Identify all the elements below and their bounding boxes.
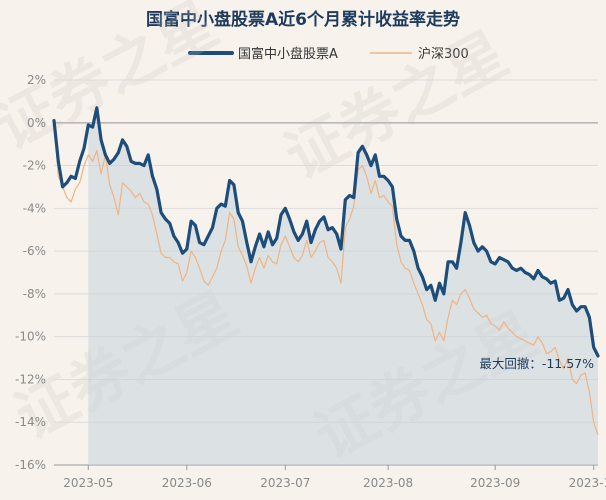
y-tick-label: -2% [23, 159, 46, 173]
series-line-fund [52, 106, 600, 358]
y-tick-label: -8% [23, 287, 46, 301]
x-tick-label: 2023-06 [162, 476, 212, 490]
legend: 国富中小盘股票A 沪深300 [188, 46, 469, 62]
x-tick-label: 2023-09 [470, 476, 520, 490]
x-tick-label: 2023-07 [260, 476, 310, 490]
x-tick-label: 2023-08 [363, 476, 413, 490]
x-tick-label: 2023-05 [63, 476, 113, 490]
y-axis: 2% 0% -2% -4% -6% -8% -10% -12% -14% -16% [15, 73, 46, 472]
y-tick-label: -10% [15, 330, 46, 344]
x-tick-label: 2023-10 [569, 476, 606, 490]
y-tick-label: 2% [27, 73, 46, 87]
y-tick-label: -14% [15, 415, 46, 429]
plot-area [52, 106, 600, 466]
y-tick-label: -6% [23, 244, 46, 258]
y-tick-label: 0% [27, 116, 46, 130]
fund-area-fill [88, 107, 599, 466]
max-drawdown-annotation: 最大回撤：-11.57% [479, 356, 594, 371]
y-tick-label: -12% [15, 372, 46, 386]
y-tick-label: -4% [23, 201, 46, 215]
y-tick-label: -16% [15, 458, 46, 472]
chart-title: 国富中小盘股票A近6个月累计收益率走势 [146, 9, 460, 30]
legend-fund-label: 国富中小盘股票A [238, 46, 338, 62]
legend-index-label: 沪深300 [418, 46, 469, 62]
series-line-hs300 [53, 120, 599, 436]
